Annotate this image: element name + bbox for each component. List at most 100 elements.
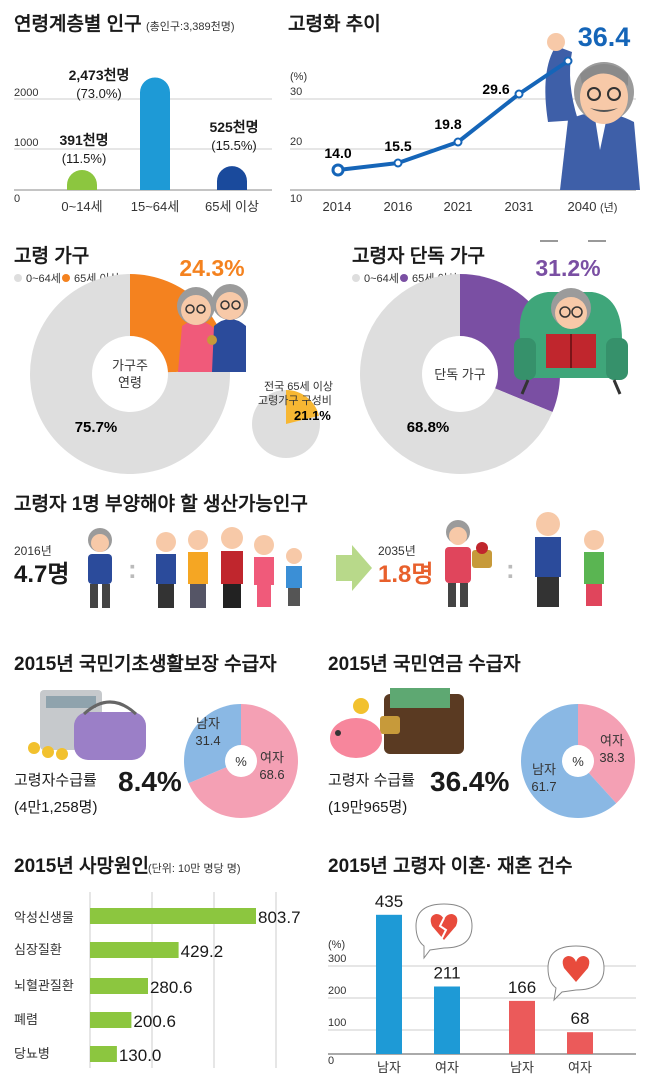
household-subpie-slice: [286, 390, 319, 424]
pension-count: (19만965명): [328, 799, 407, 816]
pop-value-label-0: 391천명: [59, 132, 108, 148]
reading-grandpa-illustration: [514, 288, 628, 395]
single-pie-center: [422, 336, 498, 412]
aging-ytick-20: 20: [290, 136, 302, 148]
household-legend-swatch-under65: [14, 274, 22, 282]
pension-rate-value: 36.4%: [430, 766, 509, 797]
pension-male-label: 남자: [532, 762, 556, 777]
support-colon-1: :: [128, 554, 137, 584]
aging-ylabel: (%): [290, 71, 307, 83]
death-value-label-2: 280.6: [150, 978, 193, 997]
single-legend-swatch-65plus: [400, 274, 408, 282]
divorce-value-label-3: 68: [571, 1009, 590, 1028]
grandpa-raising-hand-illustration: [545, 33, 640, 190]
aging-point-2: [453, 137, 463, 147]
basic-pie-center: [225, 745, 257, 777]
calculator-purse-illustration: [28, 690, 146, 760]
basic-rate-label: 고령자수급률: [14, 772, 97, 789]
death-bar-1: [90, 942, 179, 958]
death-title: 2015년 사망원인: [14, 855, 149, 877]
death-value-label-1: 429.2: [181, 942, 224, 961]
death-cat-0: 악성신생물: [14, 910, 74, 925]
aging-point-1: [393, 158, 403, 168]
pop-bar-2: [217, 166, 247, 190]
pop-value-label-1: 2,473천명: [69, 67, 130, 83]
national-pension-chart: 2015년 국민연금 수급자 고령자 수급률 36.4% (19만965명) %…: [328, 653, 636, 818]
support-year-2035: 2035년: [378, 544, 416, 558]
support-value-2035: 1.8명: [378, 561, 433, 588]
support-title: 고령자 1명 부양해야 할 생산가능인구: [14, 492, 308, 515]
divorce-bar-1: [434, 986, 460, 1054]
aging-label-2016: 15.5: [384, 138, 411, 154]
population-title: 연령계층별 인구: [14, 13, 142, 35]
aging-x-2040: 2040: [568, 199, 597, 214]
divorce-value-label-1: 211: [433, 963, 460, 982]
single-value-68-8: 68.8%: [407, 419, 450, 436]
basic-female-value: 68.6: [259, 767, 284, 782]
single-legend-swatch-under65: [352, 274, 360, 282]
death-cat-4: 당뇨병: [14, 1046, 50, 1061]
household-center-line1: 가구주: [112, 358, 148, 373]
aging-point-0: [331, 163, 345, 177]
pop-cat-0-14: 0~14세: [61, 199, 102, 214]
divorce-bar-3: [567, 1032, 593, 1054]
population-chart: 연령계층별 인구 (총인구:3,389천명) 2000 1000 0 0~14세…: [14, 13, 272, 214]
aging-x-2014: 2014: [323, 199, 352, 214]
divorce-remarriage-chart: 2015년 고령자 이혼· 재혼 건수 (%) 300 200 100 0 43…: [328, 854, 636, 1075]
divorce-ytick-100: 100: [328, 1017, 346, 1029]
death-cat-1: 심장질환: [14, 942, 62, 957]
divorce-ylabel: (%): [328, 939, 345, 951]
pop-bar-1: [140, 77, 170, 190]
divorce-title: 2015년 고령자 이혼· 재혼 건수: [328, 854, 573, 877]
household-value-75-7: 75.7%: [75, 419, 118, 436]
death-value-label-4: 130.0: [119, 1046, 162, 1065]
household-center-line2: 연령: [118, 375, 142, 390]
heart-bubble-icon: [547, 945, 605, 1002]
death-value-label-0: 803.7: [258, 908, 301, 927]
aging-label-2031: 29.6: [482, 81, 509, 97]
death-cat-2: 뇌혈관질환: [14, 978, 74, 993]
death-cat-3: 폐렴: [14, 1012, 38, 1027]
aging-trend-chart: 고령화 추이 (%) 30 20 10 14.0 15.5 19.8 29.6 …: [288, 13, 640, 214]
aging-x-unit: (년): [600, 201, 617, 214]
pop-pct-label-2: (15.5%): [211, 138, 257, 153]
household-legend-swatch-65plus: [62, 274, 70, 282]
single-elderly-household-chart: 고령자 단독 가구 0~64세 65세 이상 단독 가구 68.8% 31.2%: [352, 240, 628, 475]
pension-rate-label: 고령자 수급률: [328, 772, 415, 789]
population-subtitle: (총인구:3,389천명): [146, 19, 235, 33]
arrow-right-icon: [336, 545, 372, 591]
pension-female-label: 여자: [600, 733, 624, 748]
death-bar-0: [90, 908, 256, 924]
basic-male-label: 남자: [196, 716, 220, 731]
divorce-value-label-2: 166: [508, 978, 536, 997]
pop-pct-label-1: (73.0%): [76, 86, 122, 101]
broken-heart-bubble-icon: [415, 903, 473, 960]
household-title: 고령 가구: [14, 245, 89, 267]
support-colon-2: :: [506, 554, 515, 584]
pop-ytick-0: 0: [14, 193, 20, 205]
aging-label-2014: 14.0: [324, 145, 351, 161]
pop-cat-65-plus: 65세 이상: [205, 199, 259, 214]
aging-label-2040: 36.4: [578, 22, 631, 52]
single-value-31-2: 31.2%: [535, 255, 600, 281]
aging-title: 고령화 추이: [288, 13, 381, 35]
basic-female-label: 여자: [260, 750, 284, 765]
death-bar-4: [90, 1046, 117, 1062]
basic-center-label: %: [235, 754, 247, 769]
aging-x-2016: 2016: [384, 199, 413, 214]
working-age-pair-figures: [535, 512, 604, 607]
household-legend-under65: 0~64세: [26, 272, 61, 285]
pension-title: 2015년 국민연금 수급자: [328, 653, 521, 675]
divorce-cat-male-2: 남자: [510, 1060, 534, 1075]
household-sub-title-1: 전국 65세 이상: [264, 380, 333, 393]
death-causes-chart: 2015년 사망원인 (단위: 10만 명당 명) 803.7 429.2 280.…: [14, 855, 301, 1068]
pension-slice-female: [578, 704, 636, 804]
pop-value-label-2: 525천명: [209, 119, 258, 135]
pop-ytick-2000: 2000: [14, 87, 38, 99]
death-bar-2: [90, 978, 148, 994]
single-center-label: 단독 가구: [434, 367, 485, 382]
support-ratio-section: 고령자 1명 부양해야 할 생산가능인구 2016년 4.7명 2035년 1.…: [14, 492, 604, 608]
pop-bar-0: [67, 170, 97, 190]
piggybank-wallet-illustration: [330, 688, 464, 758]
aging-label-2021: 19.8: [434, 116, 461, 132]
